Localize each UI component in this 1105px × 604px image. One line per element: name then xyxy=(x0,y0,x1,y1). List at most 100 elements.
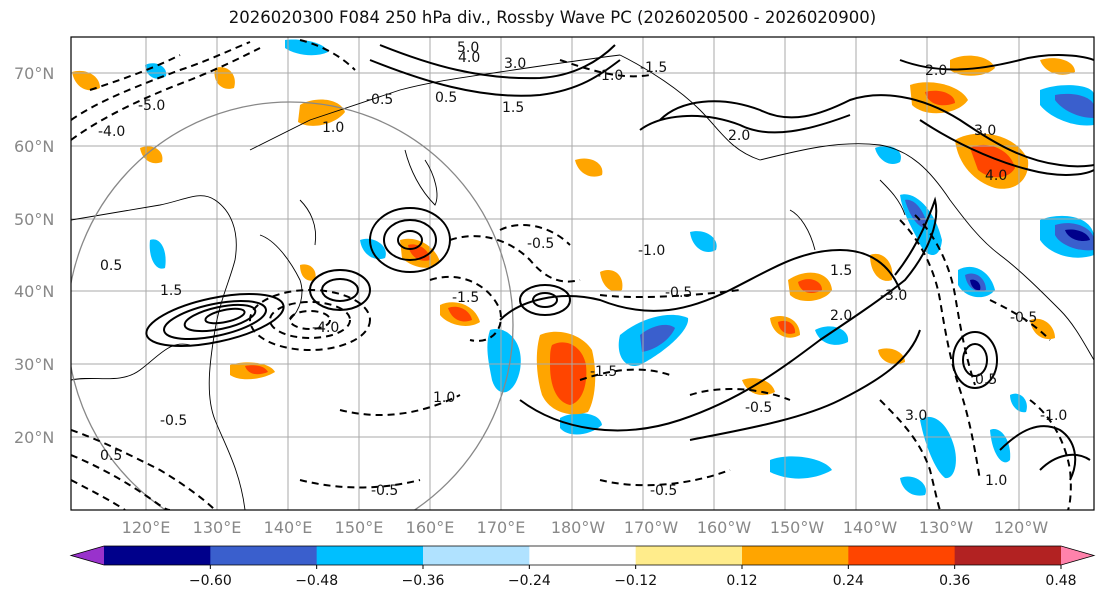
contour-label: 2.0 xyxy=(830,308,852,324)
longitude-label: 140°W xyxy=(843,518,898,537)
longitude-label: 160°E xyxy=(406,518,455,537)
contour-label: -5.0 xyxy=(138,98,165,114)
contour-label: -0.5 xyxy=(527,236,554,252)
contour-label: -3.0 xyxy=(880,288,907,304)
contour-label: -1.5 xyxy=(640,60,667,76)
negative-divergence-area xyxy=(875,145,901,165)
negative-divergence-area xyxy=(1010,393,1027,413)
longitude-label: 150°E xyxy=(335,518,384,537)
contour-label: 3.0 xyxy=(504,56,526,72)
positive-divergence-area xyxy=(778,320,796,334)
longitude-axis: 120°E 130°E 140°E 150°E 160°E 170°E 180°… xyxy=(122,518,1049,537)
colorbar-segment xyxy=(848,546,956,565)
contour-label: 3.0 xyxy=(974,123,996,139)
negative-divergence-area xyxy=(149,239,166,269)
contour-label: 4.0 xyxy=(985,168,1007,184)
negative-pc-contours xyxy=(71,39,1072,510)
colorbar-extension-low xyxy=(71,546,104,565)
negative-divergence-area xyxy=(1065,229,1090,241)
contour-label: -0.5 xyxy=(745,400,772,416)
colorbar-segment xyxy=(104,546,211,565)
contour-label: -1.0 xyxy=(1040,408,1067,424)
focus-circle xyxy=(71,101,514,510)
contour-label: -4.0 xyxy=(312,320,339,336)
contour-label: 0.5 xyxy=(100,258,122,274)
colorbar-segment xyxy=(742,546,849,565)
colorbar-tick-label: −0.36 xyxy=(402,573,445,589)
longitude-label: 150°W xyxy=(770,518,825,537)
positive-divergence-area xyxy=(870,253,893,281)
longitude-label: 180°W xyxy=(551,518,606,537)
contour-label: 5.0 xyxy=(457,40,479,56)
negative-divergence-area xyxy=(690,231,717,252)
positive-divergence-area xyxy=(1040,58,1075,75)
contour-label: 2.0 xyxy=(728,128,750,144)
colorbar-tick-label: −0.12 xyxy=(614,573,657,589)
contour-label: 1.0 xyxy=(433,390,455,406)
negative-divergence-area xyxy=(1055,93,1094,118)
positive-divergence-area xyxy=(950,55,995,76)
longitude-label: 140°E xyxy=(264,518,313,537)
contour-label: 1.0 xyxy=(322,120,344,136)
contour-label: 1.5 xyxy=(160,283,182,299)
colorbar-segment xyxy=(210,546,318,565)
colorbar-segment xyxy=(529,546,637,565)
colorbar-tick-label: 0.36 xyxy=(939,573,970,589)
contour-label: -1.0 xyxy=(638,243,665,259)
contour-label: 1.5 xyxy=(502,100,524,116)
colorbar: −0.60 −0.48 −0.36 −0.24 −0.12 0.12 0.24 0.36 0.4… xyxy=(69,545,1096,589)
negative-divergence-area xyxy=(920,416,956,479)
colorbar-tick-label: −0.60 xyxy=(189,573,232,589)
negative-divergence-area xyxy=(905,199,928,229)
contour-label: -1.5 xyxy=(590,364,617,380)
contour-label: -0.5 xyxy=(366,92,393,108)
colorbar-tick-label: −0.24 xyxy=(508,573,551,589)
colorbar-segment xyxy=(954,546,1062,565)
contour-label: 3.0 xyxy=(905,408,927,424)
colorbar-segment xyxy=(635,546,743,565)
map-frame xyxy=(70,36,1095,511)
negative-divergence-area xyxy=(285,39,328,56)
contour-label: -0.5 xyxy=(650,483,677,499)
longitude-label: 120°E xyxy=(122,518,171,537)
colorbar-tick-label: 0.48 xyxy=(1045,573,1076,589)
graticule xyxy=(71,37,1094,510)
positive-divergence-area xyxy=(575,158,603,177)
contour-label: 0.5 xyxy=(435,90,457,106)
coastlines xyxy=(71,54,1094,510)
contour-label: 0.5 xyxy=(975,372,997,388)
colorbar-tick-label: 0.24 xyxy=(833,573,864,589)
longitude-label: 130°W xyxy=(919,518,974,537)
latitude-label: 30°N xyxy=(14,355,54,374)
negative-divergence-area xyxy=(815,326,849,345)
longitude-label: 120°W xyxy=(994,518,1049,537)
contour-label: -0.5 xyxy=(1010,310,1037,326)
longitude-label: 130°E xyxy=(193,518,242,537)
contour-label: 2.0 xyxy=(925,63,947,79)
contour-label: 4.0 xyxy=(458,50,480,66)
positive-divergence-area xyxy=(448,306,472,322)
negative-divergence-area xyxy=(900,476,926,496)
latitude-label: 50°N xyxy=(14,210,54,229)
contour-label: -0.5 xyxy=(371,483,398,499)
positive-divergence-area xyxy=(925,90,955,106)
positive-divergence-area xyxy=(245,365,268,375)
colorbar-segment xyxy=(316,546,424,565)
latitude-label: 70°N xyxy=(14,64,54,83)
longitude-label: 160°W xyxy=(697,518,752,537)
colorbar-tick-label: 0.12 xyxy=(726,573,757,589)
negative-divergence-area xyxy=(360,238,386,260)
positive-divergence-area xyxy=(600,270,623,292)
negative-divergence-area xyxy=(145,63,167,79)
longitude-label: 170°E xyxy=(477,518,526,537)
colorbar-tick-label: −0.48 xyxy=(295,573,338,589)
contour-labels: 5.0 4.0 3.0 1.5 0.5 -0.5 1.0 -1.0 -1.5 -… xyxy=(98,40,1067,499)
positive-pc-contours xyxy=(145,44,1094,481)
colorbar-extension-high xyxy=(1061,546,1094,565)
longitude-label: 170°W xyxy=(624,518,679,537)
positive-divergence-area xyxy=(72,70,100,91)
colorbar-segment xyxy=(423,546,530,565)
latitude-label: 40°N xyxy=(14,282,54,301)
latitude-label: 20°N xyxy=(14,428,54,447)
negative-divergence-area xyxy=(970,279,981,291)
